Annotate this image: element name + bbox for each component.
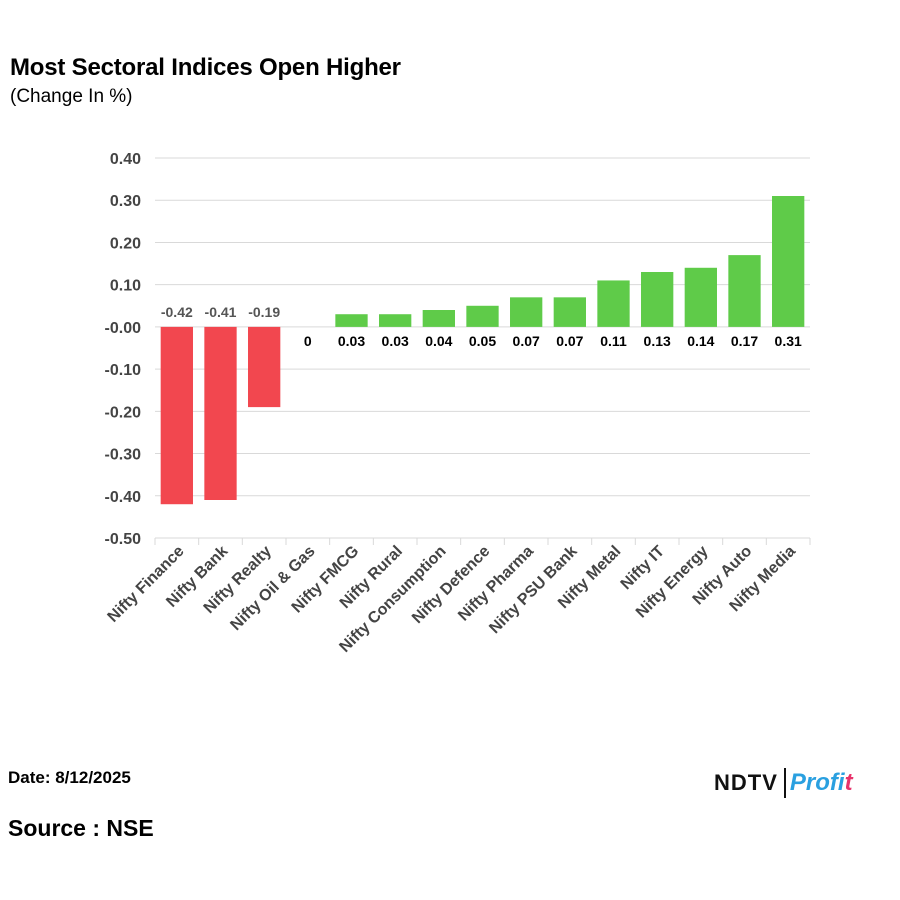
y-tick-label: 0.30 <box>110 193 141 210</box>
bar <box>160 326 193 505</box>
data-label: 0.03 <box>338 333 365 349</box>
bar <box>553 297 586 327</box>
bar <box>379 314 412 327</box>
bar <box>466 305 499 327</box>
logo-profit-main: Profi <box>789 769 845 796</box>
y-tick-label: 0.40 <box>110 151 141 168</box>
y-tick-label: -0.30 <box>105 447 142 464</box>
bar <box>597 280 630 327</box>
ndtv-profit-logo: NDTV Profit <box>714 766 853 800</box>
bar <box>248 326 281 408</box>
bar <box>684 267 717 327</box>
category-label: Nifty Defence <box>409 543 493 627</box>
data-label: -0.42 <box>161 304 193 320</box>
source-label: Source : NSE <box>8 815 154 841</box>
y-tick-label: -0.20 <box>105 404 142 421</box>
data-label: 0.03 <box>382 333 409 349</box>
data-label: 0.04 <box>425 333 452 349</box>
date-label: Date: 8/12/2025 <box>8 768 131 787</box>
bar <box>728 255 761 327</box>
chart-subtitle: (Change In %) <box>10 86 133 107</box>
bar <box>772 196 805 327</box>
data-label: 0.07 <box>513 333 540 349</box>
y-tick-label: -0.10 <box>105 362 142 379</box>
data-label: 0.07 <box>556 333 583 349</box>
data-label: -0.41 <box>205 304 237 320</box>
bar <box>204 326 237 500</box>
logo-ndtv-text: NDTV <box>714 770 778 795</box>
data-label: 0.14 <box>687 333 714 349</box>
y-tick-label: 0.20 <box>110 235 141 252</box>
bar <box>641 272 674 327</box>
y-tick-label: -0.00 <box>105 320 142 337</box>
bar-chart: 0.40 0.30 0.20 0.10 -0.00 -0.10 -0.20 -0.30 -0.4… <box>105 151 811 656</box>
data-label: -0.19 <box>248 304 280 320</box>
y-tick-label: -0.40 <box>105 489 142 506</box>
data-label: 0 <box>304 333 312 349</box>
logo-profit-text: Profit <box>790 769 853 797</box>
logo-profit-accent: t <box>844 769 853 796</box>
data-label: 0.13 <box>644 333 671 349</box>
data-label: 0.05 <box>469 333 496 349</box>
data-label: 0.17 <box>731 333 758 349</box>
bar <box>510 297 543 327</box>
y-tick-label: 0.10 <box>110 278 141 295</box>
category-label: Nifty Pharma <box>455 543 537 625</box>
chart-title: Most Sectoral Indices Open Higher <box>10 54 401 81</box>
bar <box>422 310 455 327</box>
data-label: 0.31 <box>775 333 802 349</box>
logo-divider <box>783 768 786 798</box>
y-tick-label: -0.50 <box>105 531 142 548</box>
category-label: Nifty Finance <box>105 543 188 626</box>
bar <box>335 314 368 327</box>
data-label: 0.11 <box>600 333 627 349</box>
